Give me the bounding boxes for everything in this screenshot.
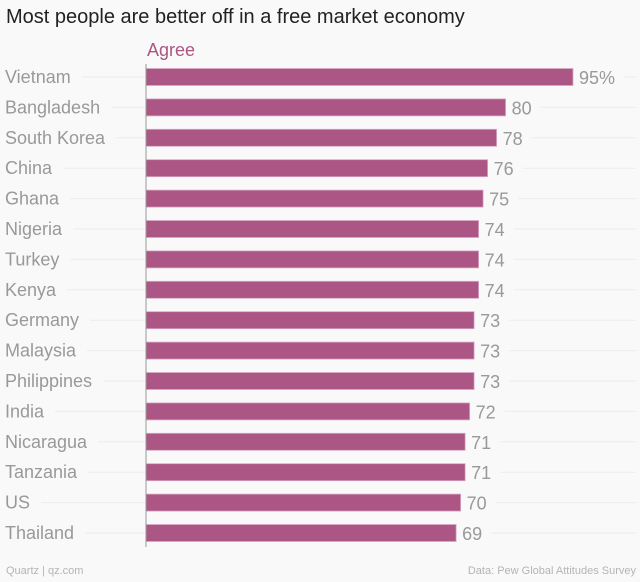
bar	[145, 220, 480, 238]
bar	[145, 493, 462, 512]
value-label: 78	[503, 129, 523, 149]
bar	[145, 68, 574, 86]
value-label-bg	[479, 287, 514, 292]
label-bg	[0, 379, 104, 383]
bar	[145, 280, 480, 299]
label-bg	[0, 257, 71, 262]
category-label: Nigeria	[5, 219, 63, 239]
value-label: 74	[485, 281, 505, 301]
chart-title: Most people are better off in a free mar…	[6, 6, 465, 28]
bar	[145, 341, 475, 360]
value-label-bg	[475, 379, 510, 383]
value-label: 76	[494, 159, 514, 179]
bar	[145, 311, 475, 330]
value-label: 73	[480, 342, 500, 362]
label-bg	[0, 531, 86, 535]
value-label-bg	[484, 196, 519, 201]
value-label: 73	[480, 311, 500, 331]
category-label: Philippines	[5, 371, 92, 391]
label-bg	[0, 105, 112, 110]
value-label-bg	[457, 531, 492, 535]
credit-text: Quartz | qz.com	[6, 565, 84, 577]
category-label: China	[5, 158, 53, 178]
category-label: Bangladesh	[5, 97, 100, 117]
label-bg	[0, 470, 89, 475]
value-label-bg	[466, 470, 501, 475]
value-label-bg	[479, 257, 514, 262]
bar	[145, 98, 506, 117]
value-label-bg	[479, 227, 514, 231]
category-label: Nicaragua	[5, 432, 88, 452]
category-label: Germany	[5, 310, 79, 330]
label-bg	[0, 75, 82, 79]
label-bg	[0, 500, 42, 505]
value-label-bg	[475, 318, 510, 323]
bar	[145, 402, 471, 421]
value-label: 80	[512, 98, 532, 118]
bar	[145, 250, 480, 269]
value-label-bg	[506, 105, 541, 110]
value-label-bg	[475, 348, 510, 353]
label-bg	[0, 166, 64, 171]
label-bg	[0, 439, 99, 444]
bar	[145, 189, 484, 208]
category-label: Malaysia	[5, 341, 77, 361]
label-bg	[0, 227, 74, 231]
source-text: Data: Pew Global Attitudes Survey	[467, 565, 636, 577]
value-label-bg	[470, 409, 505, 414]
series-label: Agree	[147, 40, 195, 60]
category-label: Turkey	[5, 249, 59, 269]
label-bg	[0, 196, 71, 201]
value-label: 75	[489, 190, 509, 210]
value-label-bg	[574, 75, 625, 79]
label-bg	[0, 348, 88, 353]
bar	[145, 159, 489, 178]
category-label: US	[5, 493, 30, 513]
label-bg	[0, 409, 56, 414]
label-bg	[0, 287, 68, 292]
category-label: India	[5, 401, 45, 421]
bar	[145, 524, 457, 542]
value-label: 70	[467, 494, 487, 514]
label-bg	[0, 135, 117, 140]
value-label-bg	[461, 500, 496, 505]
value-label-bg	[488, 166, 523, 171]
value-label: 95%	[579, 68, 615, 88]
value-label: 73	[480, 372, 500, 392]
label-bg	[0, 318, 91, 323]
category-label: Thailand	[5, 523, 74, 543]
value-label-bg	[497, 135, 532, 140]
value-label: 72	[476, 402, 496, 422]
value-label: 74	[485, 250, 505, 270]
category-label: Vietnam	[5, 67, 71, 87]
value-label: 74	[485, 220, 505, 240]
value-label-bg	[466, 439, 501, 444]
value-label: 69	[462, 524, 482, 544]
bar	[145, 372, 475, 390]
bar	[145, 432, 466, 451]
bar	[145, 128, 497, 147]
bar	[145, 463, 466, 482]
category-label: Ghana	[5, 189, 60, 209]
category-label: South Korea	[5, 128, 106, 148]
category-label: Tanzania	[5, 462, 78, 482]
value-label: 71	[471, 433, 491, 453]
value-label: 71	[471, 463, 491, 483]
category-label: Kenya	[5, 280, 57, 300]
